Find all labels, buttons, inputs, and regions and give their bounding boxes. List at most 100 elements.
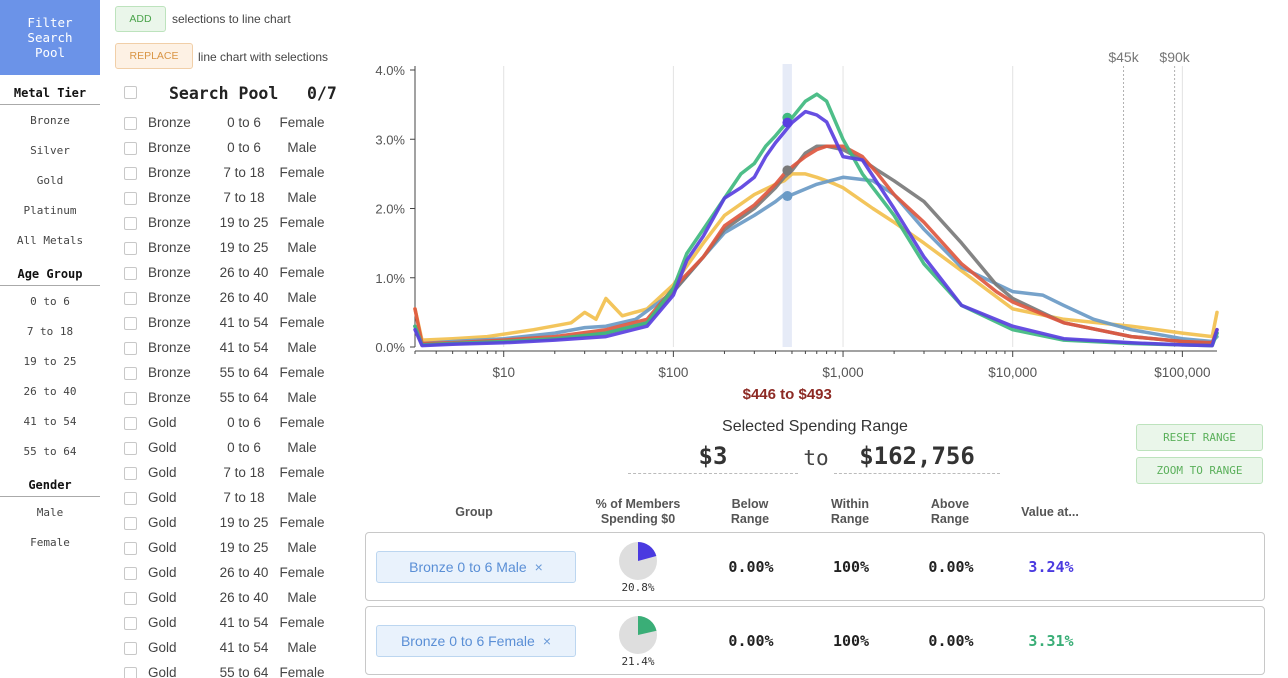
pool-row-checkbox[interactable] [124,292,137,305]
range-low-input[interactable]: $3 [628,442,798,474]
filter-heading: Age Group [0,267,100,286]
pool-row-tier: Gold [148,515,177,530]
filter-option[interactable]: Male [36,506,64,519]
pool-row-tier: Bronze [148,340,191,355]
pool-row-checkbox[interactable] [124,417,137,430]
pool-row-tier: Bronze [148,140,191,155]
pool-row[interactable]: Bronze 7 to 18 Female [124,164,344,184]
spending-distribution-chart[interactable]: $45k $90k 0.0% 1.0% 2.0% 3.0% 4.0% $10 $100 $1,00… [360,40,1260,400]
pool-row-age: 41 to 54 [219,640,269,655]
pool-row[interactable]: Bronze 0 to 6 Male [124,139,344,159]
y-tick-label: 1.0% [375,271,405,286]
filter-option[interactable]: 26 to 40 [23,385,77,398]
filter-option[interactable]: Silver [30,144,70,157]
pool-row[interactable]: Gold 7 to 18 Male [124,489,344,509]
series-line [413,175,1219,346]
group-chip[interactable]: Bronze 0 to 6 Male × [376,551,576,583]
pool-row[interactable]: Bronze 19 to 25 Female [124,214,344,234]
pool-row[interactable]: Bronze 26 to 40 Female [124,264,344,284]
pool-row[interactable]: Gold 41 to 54 Female [124,614,344,634]
pool-row-checkbox[interactable] [124,642,137,655]
pool-row[interactable]: Gold 41 to 54 Male [124,639,344,659]
pool-row-checkbox[interactable] [124,517,137,530]
pool-row-checkbox[interactable] [124,142,137,155]
pool-row-gender: Female [279,365,325,380]
pool-row[interactable]: Bronze 55 to 64 Male [124,389,344,409]
pool-row[interactable]: Gold 55 to 64 Female [124,664,344,678]
add-button[interactable]: ADD [115,6,166,32]
pool-row-checkbox[interactable] [124,267,137,280]
selection-band [782,64,792,347]
filter-option[interactable]: Bronze [30,114,70,127]
pool-row-tier: Gold [148,590,177,605]
pool-row-checkbox[interactable] [124,542,137,555]
range-high-input[interactable]: $162,756 [834,442,1000,474]
pool-row-checkbox[interactable] [124,592,137,605]
pool-row-gender: Male [287,240,317,255]
pool-row-age: 26 to 40 [219,590,269,605]
pool-row[interactable]: Bronze 26 to 40 Male [124,289,344,309]
pool-row[interactable]: Gold 26 to 40 Female [124,564,344,584]
remove-group-icon[interactable]: × [534,559,543,575]
pool-row[interactable]: Bronze 19 to 25 Male [124,239,344,259]
pool-row[interactable]: Gold 19 to 25 Female [124,514,344,534]
pool-row[interactable]: Bronze 55 to 64 Female [124,364,344,384]
pool-row-checkbox[interactable] [124,117,137,130]
within-range-value: 100% [832,558,870,576]
pool-row-checkbox[interactable] [124,317,137,330]
pool-row[interactable]: Gold 0 to 6 Female [124,414,344,434]
search-pool-title: Search Pool [169,84,279,103]
pool-row-age: 0 to 6 [227,140,261,155]
pool-row-tier: Bronze [148,365,191,380]
pool-row[interactable]: Gold 0 to 6 Male [124,439,344,459]
pool-row-checkbox[interactable] [124,667,137,678]
pool-row[interactable]: Bronze 41 to 54 Male [124,339,344,359]
select-all-checkbox[interactable] [124,86,137,99]
replace-button[interactable]: REPLACE [115,43,193,69]
pool-row-tier: Bronze [148,190,191,205]
filter-option[interactable]: 7 to 18 [26,325,74,338]
pool-row-checkbox[interactable] [124,367,137,380]
pool-row-age: 0 to 6 [227,415,261,430]
pool-row-checkbox[interactable] [124,242,137,255]
pool-row-tier: Gold [148,465,177,480]
pool-row[interactable]: Bronze 0 to 6 Female [124,114,344,134]
filter-option[interactable]: 0 to 6 [30,295,70,308]
pool-row-checkbox[interactable] [124,467,137,480]
pool-row-checkbox[interactable] [124,392,137,405]
line-chart-svg[interactable]: $45k $90k 0.0% 1.0% 2.0% 3.0% 4.0% $10 $100 $1,00… [360,40,1260,400]
pool-row-age: 55 to 64 [219,365,269,380]
pool-row[interactable]: Bronze 7 to 18 Male [124,189,344,209]
pool-row[interactable]: Gold 7 to 18 Female [124,464,344,484]
filter-option[interactable]: 41 to 54 [23,415,77,428]
pool-row-checkbox[interactable] [124,617,137,630]
pool-row[interactable]: Gold 26 to 40 Male [124,589,344,609]
pool-row-checkbox[interactable] [124,567,137,580]
remove-group-icon[interactable]: × [542,633,552,649]
pool-row-age: 26 to 40 [219,265,269,280]
pool-row-checkbox[interactable] [124,442,137,455]
reset-range-button[interactable]: RESET RANGE [1136,424,1263,451]
filter-option[interactable]: All Metals [16,234,84,247]
filter-option[interactable]: Gold [36,174,64,187]
filter-search-pool-button[interactable]: Filter Search Pool [0,0,100,75]
pool-row-checkbox[interactable] [124,192,137,205]
marker-label: $45k [1108,49,1139,65]
zoom-to-range-button[interactable]: ZOOM TO RANGE [1136,457,1263,484]
group-chip[interactable]: Bronze 0 to 6 Female × [376,625,576,657]
filter-option[interactable]: 55 to 64 [23,445,77,458]
pool-row-checkbox[interactable] [124,167,137,180]
pool-row-tier: Bronze [148,165,191,180]
pool-row-checkbox[interactable] [124,342,137,355]
pool-row-gender: Male [287,640,317,655]
pool-row[interactable]: Gold 19 to 25 Male [124,539,344,559]
filter-option[interactable]: Platinum [23,204,77,217]
selection-label: $446 to $493 [743,386,832,400]
spending-zero-pie [619,616,657,654]
filter-option[interactable]: 19 to 25 [23,355,77,368]
add-description: selections to line chart [172,12,291,26]
filter-option[interactable]: Female [30,536,70,549]
pool-row-checkbox[interactable] [124,492,137,505]
pool-row[interactable]: Bronze 41 to 54 Female [124,314,344,334]
pool-row-checkbox[interactable] [124,217,137,230]
